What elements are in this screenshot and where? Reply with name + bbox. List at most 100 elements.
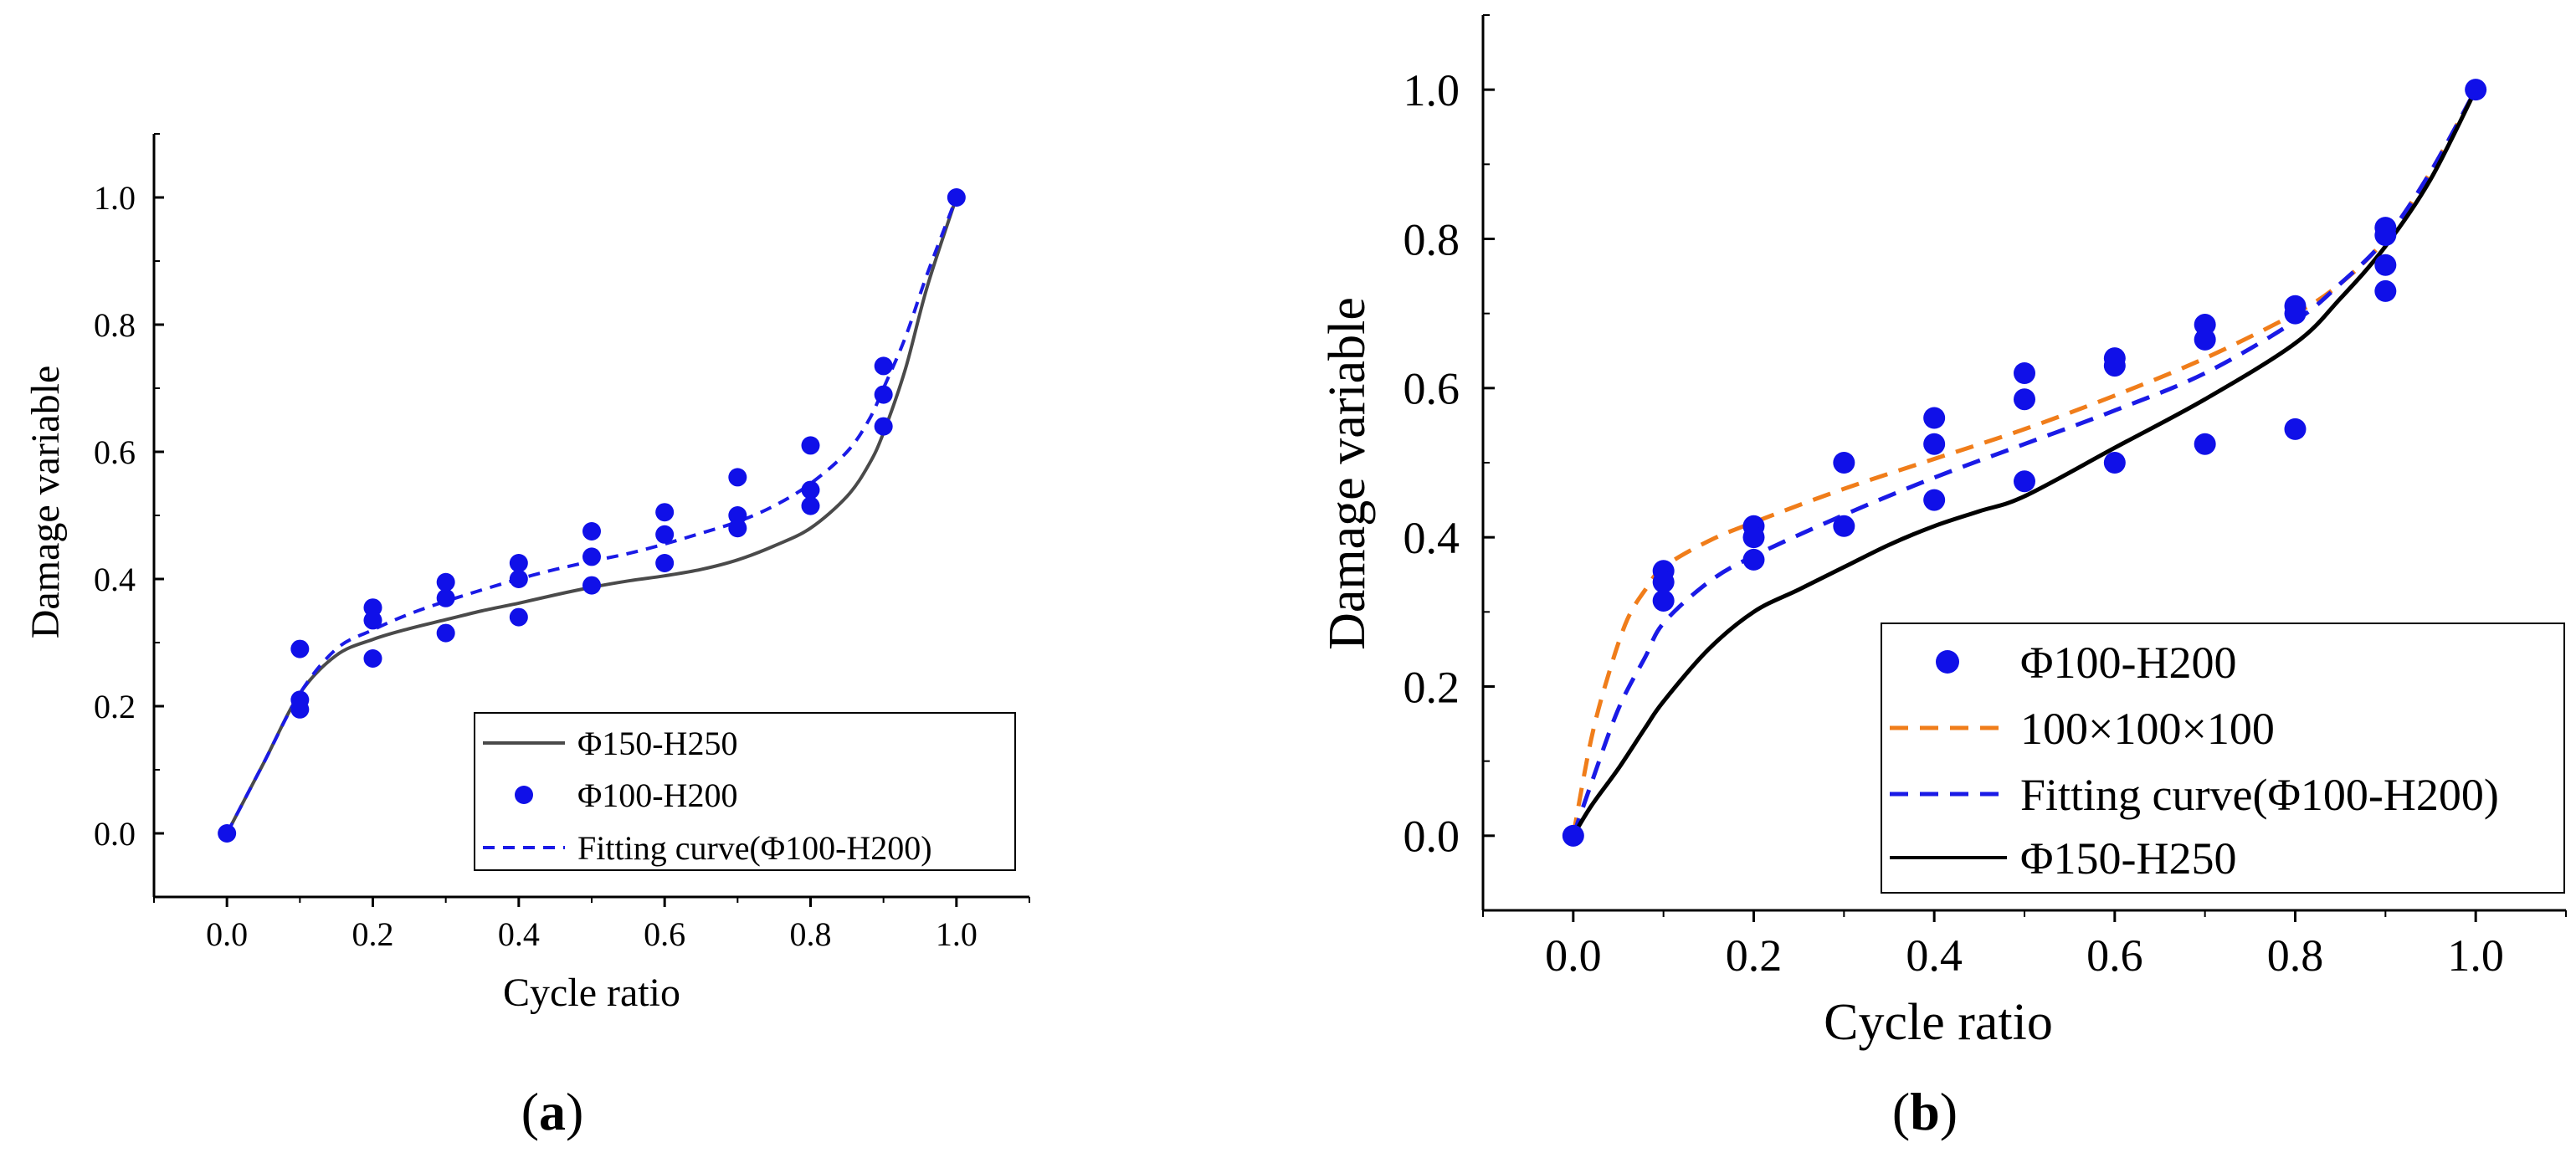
legend-a-label-1: Φ100-H200	[577, 776, 737, 814]
x-tick-label-b: 0.0	[1545, 930, 1602, 981]
data-point-b	[1562, 824, 1584, 847]
series-line-b-2	[1571, 88, 2478, 837]
series-b	[1562, 79, 2487, 847]
data-point-b	[1923, 407, 1946, 429]
data-point-a	[582, 576, 601, 595]
data-point-b	[2374, 224, 2397, 247]
x-tick-label-b: 0.8	[2267, 930, 2324, 981]
data-point-a	[728, 519, 747, 538]
y-axis-title-a: Damage variable	[23, 366, 68, 638]
x-tick-label-b: 0.2	[1726, 930, 1783, 981]
x-tick-label-a: 0.0	[206, 915, 248, 953]
data-point-a	[874, 385, 893, 404]
data-point-b	[2284, 418, 2307, 440]
x-tick-label-a: 1.0	[936, 915, 978, 953]
data-point-a	[290, 639, 310, 658]
y-tick-label-a: 0.2	[94, 688, 136, 725]
y-tick-label-a: 0.8	[94, 306, 136, 344]
data-point-a	[582, 547, 601, 566]
legend-b-label-3: Φ150-H250	[2020, 833, 2236, 884]
data-point-b	[1923, 489, 1946, 511]
panel-label-a-open: (	[521, 1082, 539, 1141]
data-point-a	[655, 525, 675, 544]
data-point-b	[1923, 433, 1946, 455]
data-point-a	[947, 188, 966, 207]
legend-a: Φ150-H250 Φ100-H200 Fitting curve(Φ100-H…	[474, 712, 1016, 871]
data-point-a	[874, 417, 893, 436]
data-point-b	[1742, 526, 1765, 549]
legend-b: Φ100-H200 100×100×100 Fitting curve(Φ100…	[1881, 623, 2565, 894]
y-tick-label-b: 0.4	[1403, 513, 1460, 563]
data-point-a	[801, 480, 820, 500]
y-tick-label-b: 0.0	[1403, 812, 1460, 862]
ticks-a: 0.0 0.2 0.4 0.6 0.8 1.0 0.0 0.2 0.4 0.6 0.8 1.0	[94, 133, 1030, 953]
series-line-a-2	[225, 197, 958, 834]
y-tick-label-b: 1.0	[1403, 65, 1460, 115]
chart-panel-b: 0.0 0.2 0.4 0.6 0.8 1.0 0.0 0.2 0.4 0.6 0.8 1.0 Cyc…	[1319, 14, 2567, 1141]
data-point-a	[218, 824, 237, 843]
y-axis-title-b: Damage variable	[1319, 297, 1376, 650]
data-point-b	[2194, 328, 2216, 351]
series-a	[218, 188, 966, 843]
data-point-b	[1652, 571, 1675, 593]
y-tick-label-b: 0.2	[1403, 662, 1460, 712]
data-point-a	[801, 436, 820, 455]
data-point-b	[1833, 515, 1855, 537]
data-point-a	[509, 570, 528, 588]
data-point-b	[2103, 355, 2126, 377]
x-tick-label-a: 0.4	[498, 915, 540, 953]
x-axis-title-a: Cycle ratio	[503, 971, 680, 1015]
x-axis-title-b: Cycle ratio	[1824, 994, 2053, 1051]
y-tick-label-b: 0.8	[1403, 214, 1460, 264]
y-tick-label-a: 0.0	[94, 815, 136, 853]
data-point-b	[1742, 548, 1765, 571]
x-tick-label-b: 0.4	[1906, 930, 1963, 981]
y-tick-label-a: 1.0	[94, 179, 136, 217]
panel-label-a-letter: a	[539, 1082, 566, 1141]
legend-b-label-0: Φ100-H200	[2020, 638, 2236, 688]
data-point-b	[2194, 433, 2216, 455]
data-point-b	[2014, 388, 2035, 411]
data-point-b	[2194, 314, 2216, 336]
chart-panel-a: 0.0 0.2 0.4 0.6 0.8 1.0 0.0 0.2 0.4 0.6 0.8 1.0 Cyc…	[23, 133, 1030, 1141]
x-tick-label-b: 0.6	[2086, 930, 2143, 981]
x-tick-label-a: 0.8	[790, 915, 832, 953]
ticks-b: 0.0 0.2 0.4 0.6 0.8 1.0 0.0 0.2 0.4 0.6 0.8 1.0	[1403, 14, 2567, 981]
legend-b-label-1: 100×100×100	[2020, 704, 2275, 754]
legend-a-label-2: Fitting curve(Φ100-H200)	[577, 829, 932, 867]
data-point-a	[509, 607, 528, 627]
data-point-b	[2374, 254, 2397, 276]
y-tick-label-b: 0.6	[1403, 364, 1460, 414]
panel-label-b-close: )	[1940, 1082, 1958, 1141]
data-point-a	[728, 468, 747, 487]
data-point-a	[655, 554, 675, 572]
data-point-a	[363, 598, 382, 617]
data-point-b	[2374, 279, 2397, 302]
data-point-a	[436, 623, 455, 643]
data-point-b	[2014, 362, 2035, 384]
data-point-b	[2284, 302, 2307, 325]
data-point-a	[436, 588, 455, 607]
data-point-b	[1652, 589, 1675, 612]
legend-a-label-0: Φ150-H250	[577, 725, 737, 762]
y-tick-label-a: 0.4	[94, 561, 136, 598]
series-line-b-3	[1571, 89, 2478, 838]
data-point-a	[436, 572, 455, 592]
panel-label-a-close: )	[566, 1082, 583, 1141]
panel-label-b: (b)	[1892, 1082, 1958, 1141]
legend-b-swatch-0	[1936, 650, 1959, 674]
data-point-a	[582, 522, 601, 541]
data-point-a	[363, 611, 382, 630]
data-point-b	[2014, 470, 2035, 493]
data-point-a	[509, 554, 528, 572]
data-point-a	[728, 506, 747, 525]
legend-b-label-2: Fitting curve(Φ100-H200)	[2020, 770, 2499, 820]
x-tick-label-a: 0.6	[644, 915, 685, 953]
data-point-b	[2465, 79, 2487, 101]
panel-label-b-letter: b	[1910, 1082, 1940, 1141]
data-point-a	[290, 699, 310, 719]
x-tick-label-a: 0.2	[352, 915, 394, 953]
y-tick-label-a: 0.6	[94, 433, 136, 471]
data-point-b	[2103, 452, 2126, 474]
